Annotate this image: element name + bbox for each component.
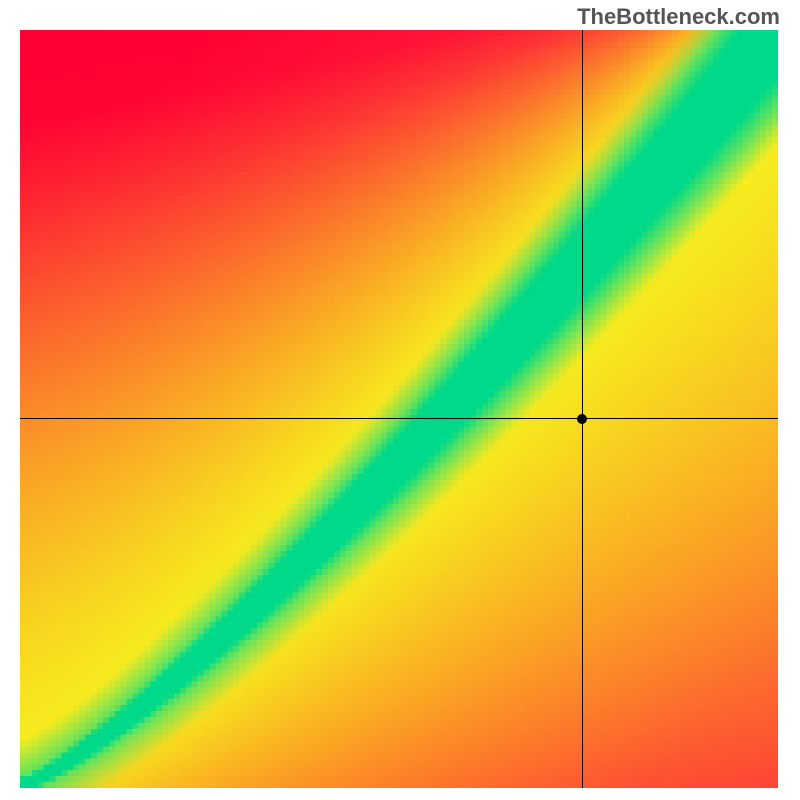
bottleneck-heatmap — [20, 30, 778, 788]
watermark-text: TheBottleneck.com — [577, 4, 780, 30]
crosshair-vertical-line — [582, 30, 583, 788]
crosshair-horizontal-line — [20, 418, 778, 419]
chart-container: TheBottleneck.com — [0, 0, 800, 800]
crosshair-marker — [577, 414, 587, 424]
